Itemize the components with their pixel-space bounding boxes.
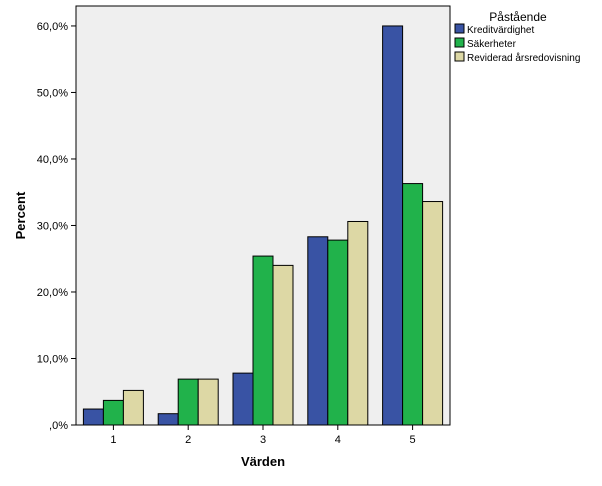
legend-item-label: Reviderad årsredovisning (467, 52, 580, 64)
bar (327, 239, 349, 426)
bars-group (82, 25, 444, 426)
y-axis: ,0% 10,0% 20,0% 30,0% 40,0% 50,0% 60,0% (37, 21, 76, 432)
legend-swatch (454, 37, 465, 48)
bar (82, 408, 104, 426)
x-tick-label: 5 (410, 434, 416, 446)
legend-swatch (454, 51, 465, 62)
x-tick-label: 2 (185, 434, 191, 446)
x-axis: 1 2 3 4 5 (110, 425, 416, 446)
y-tick-label: 10,0% (37, 353, 68, 365)
y-tick-label: 20,0% (37, 287, 68, 299)
bar (422, 201, 444, 426)
bar (252, 255, 274, 426)
legend-swatch (454, 23, 465, 34)
bar (102, 399, 124, 426)
x-tick-label: 3 (260, 434, 266, 446)
bar (402, 183, 424, 426)
legend: Påstående Kreditvärdighet Säkerheter Revid… (454, 10, 580, 64)
bar (122, 389, 144, 426)
y-tick-label: 30,0% (37, 220, 68, 232)
x-tick-label: 1 (110, 434, 116, 446)
x-axis-title: Värden (241, 454, 285, 469)
y-tick-label: 60,0% (37, 21, 68, 33)
bar (382, 25, 404, 426)
y-tick-label: 40,0% (37, 154, 68, 166)
bar (307, 236, 329, 426)
y-axis-title: Percent (13, 191, 28, 239)
bar (272, 264, 294, 426)
bar (177, 378, 199, 426)
bar (232, 372, 254, 426)
bar (157, 413, 179, 426)
bar (347, 220, 369, 426)
y-tick-label: ,0% (49, 420, 68, 432)
x-tick-label: 4 (335, 434, 341, 446)
bar (197, 378, 219, 426)
legend-item-label: Säkerheter (467, 39, 517, 50)
legend-item-label: Kreditvärdighet (467, 25, 534, 36)
legend-title: Påstående (489, 10, 547, 24)
y-tick-label: 50,0% (37, 87, 68, 99)
